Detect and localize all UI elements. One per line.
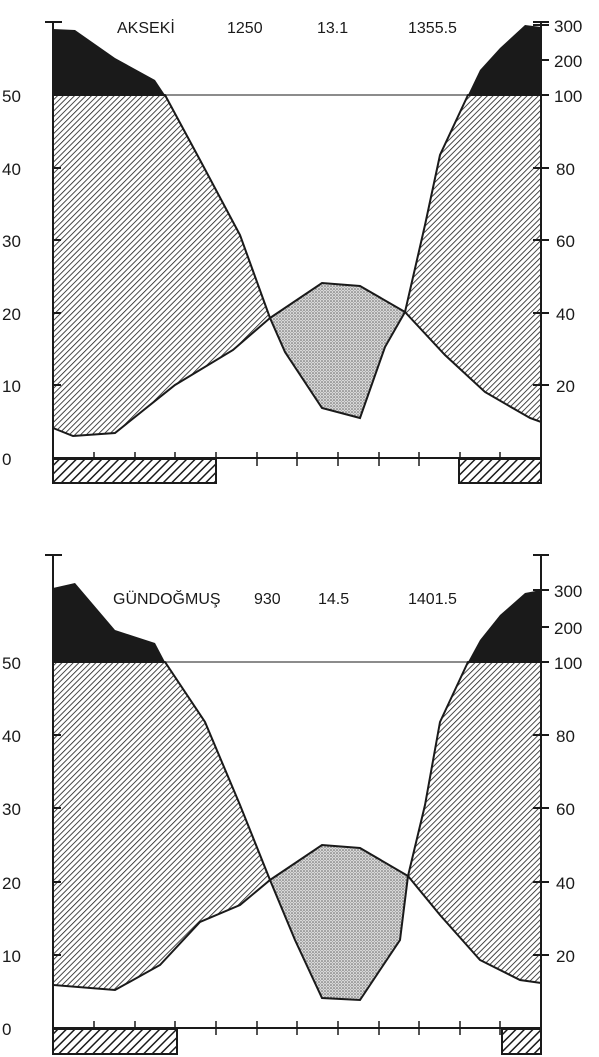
right-tick-label: 300 xyxy=(554,582,582,601)
black-area-right xyxy=(468,25,541,95)
annual-precipitation: 1401.5 xyxy=(408,591,457,608)
left-tick-label: 30 xyxy=(2,232,21,251)
station-altitude: 1250 xyxy=(227,20,263,37)
humid-area-right xyxy=(403,94,542,424)
right-tick-label: 60 xyxy=(556,232,575,251)
right-axis-ticks xyxy=(533,589,549,956)
right-tick-label: 100 xyxy=(554,87,582,106)
right-tick-label: 200 xyxy=(554,52,582,71)
left-tick-label: 0 xyxy=(2,1020,11,1039)
black-area-right xyxy=(468,590,541,662)
humid-area-left xyxy=(52,661,272,992)
left-tick-label: 20 xyxy=(2,874,21,893)
mean-temperature: 14.5 xyxy=(318,591,349,608)
frost-bar-certain xyxy=(52,1028,178,1055)
left-axis-ticks xyxy=(53,94,61,386)
left-tick-label: 50 xyxy=(2,654,21,673)
humid-area-left xyxy=(52,94,272,438)
right-tick-label: 40 xyxy=(556,874,575,893)
right-tick-label: 80 xyxy=(556,727,575,746)
right-tick-label: 200 xyxy=(554,619,582,638)
right-tick-label: 300 xyxy=(554,17,582,36)
left-tick-label: 0 xyxy=(2,450,11,469)
left-tick-label: 10 xyxy=(2,947,21,966)
right-tick-label: 20 xyxy=(556,947,575,966)
climate-diagram-gundogmus: 50 40 30 20 10 0 300 200 100 80 60 40 20 xyxy=(2,554,582,1055)
climate-diagram-akseki: 50 40 30 20 10 0 300 200 100 80 60 40 20 xyxy=(2,17,582,484)
station-name: AKSEKİ xyxy=(117,18,175,37)
right-tick-label: 80 xyxy=(556,160,575,179)
mean-temperature: 13.1 xyxy=(317,20,348,37)
right-tick-label: 60 xyxy=(556,800,575,819)
arid-area xyxy=(268,843,410,1002)
humid-area-right xyxy=(406,661,542,985)
black-area-left xyxy=(53,583,165,662)
frost-bar-certain xyxy=(52,458,217,484)
frost-bar-probable xyxy=(501,1028,542,1055)
black-area-left xyxy=(53,29,165,95)
left-tick-label: 40 xyxy=(2,160,21,179)
annual-precipitation: 1355.5 xyxy=(408,20,457,37)
left-tick-label: 50 xyxy=(2,87,21,106)
right-axis-ticks xyxy=(533,24,549,386)
left-tick-label: 20 xyxy=(2,305,21,324)
station-altitude: 930 xyxy=(254,591,281,608)
right-tick-label: 100 xyxy=(554,654,582,673)
station-name: GÜNDOĞMUŞ xyxy=(113,589,221,608)
left-tick-label: 30 xyxy=(2,800,21,819)
right-tick-label: 20 xyxy=(556,377,575,396)
left-axis-ticks xyxy=(53,661,61,956)
frost-bar-probable xyxy=(458,458,542,484)
left-tick-label: 10 xyxy=(2,377,21,396)
right-tick-label: 40 xyxy=(556,305,575,324)
arid-area xyxy=(268,281,407,420)
left-tick-label: 40 xyxy=(2,727,21,746)
